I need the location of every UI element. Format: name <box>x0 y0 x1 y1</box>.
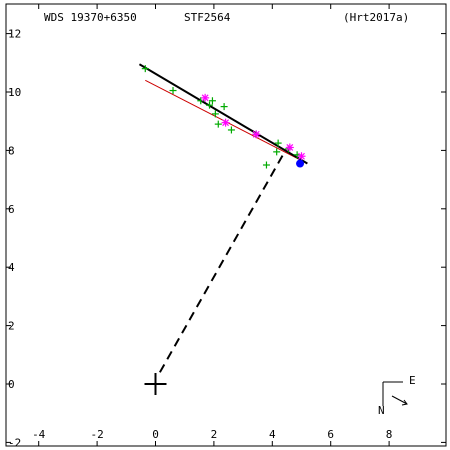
measurement-plus <box>274 139 282 147</box>
y-tick-label: -2 <box>8 436 21 449</box>
measurement-plus <box>141 65 149 73</box>
x-tick-label: -4 <box>32 428 46 441</box>
x-tick-label: 8 <box>386 428 393 441</box>
star-d2 <box>286 144 294 151</box>
x-axis-ticks: -4 -2 0 2 4 6 8 <box>32 4 392 446</box>
header-reference: (Hrt2017a) <box>343 11 409 24</box>
measurement-plus <box>208 97 216 105</box>
x-tick-label: -2 <box>90 428 103 441</box>
measurement-plus <box>220 103 228 111</box>
x-tick-label: 2 <box>211 428 218 441</box>
measurement-plus <box>262 161 270 169</box>
x-tick-label: 0 <box>152 428 159 441</box>
speckle-star <box>252 130 261 139</box>
y-tick-label: 8 <box>8 144 15 157</box>
compass-indicator: E N <box>378 374 416 417</box>
compass-arrow-head-icon <box>401 399 408 406</box>
y-tick-label: 0 <box>8 378 15 391</box>
fitted-orbit-line <box>138 63 308 165</box>
x-tick-label: 4 <box>269 428 276 441</box>
measurement-plus <box>211 110 219 118</box>
header-wds-id: WDS 19370+6350 <box>44 11 137 24</box>
star-d2 <box>222 119 230 127</box>
y-tick-label: 12 <box>8 28 21 41</box>
speckle-star <box>285 143 294 152</box>
speckle-star <box>297 152 306 161</box>
measurement-plus <box>273 148 281 156</box>
compass-arrow-line <box>391 395 408 405</box>
measurement-markers <box>141 65 306 169</box>
x-tick-label: 6 <box>327 428 334 441</box>
axes-frame <box>5 3 447 447</box>
primary-to-companion-line <box>159 149 287 373</box>
measurement-plus <box>197 97 205 105</box>
measurement-plus <box>206 101 214 109</box>
measurement-plus <box>227 126 235 134</box>
compass-east-label: E <box>409 374 416 387</box>
star-d2 <box>252 130 260 138</box>
y-tick-label: 10 <box>8 86 21 99</box>
y-tick-label: 2 <box>8 320 15 333</box>
measurement-plus <box>214 120 222 128</box>
speckle-star <box>221 118 230 127</box>
plot-frame <box>5 3 447 447</box>
current-position-dot <box>296 159 305 168</box>
y-axis-ticks: -2 0 2 4 6 8 10 12 <box>6 28 446 449</box>
speckle-star <box>201 93 210 102</box>
star-d2 <box>201 94 209 102</box>
star-d2 <box>298 152 305 160</box>
y-tick-label: 6 <box>8 203 15 216</box>
measurement-plus <box>169 87 177 95</box>
header-designation: STF2564 <box>184 11 231 24</box>
compass-north-label: N <box>378 404 385 417</box>
y-tick-label: 4 <box>8 261 15 274</box>
